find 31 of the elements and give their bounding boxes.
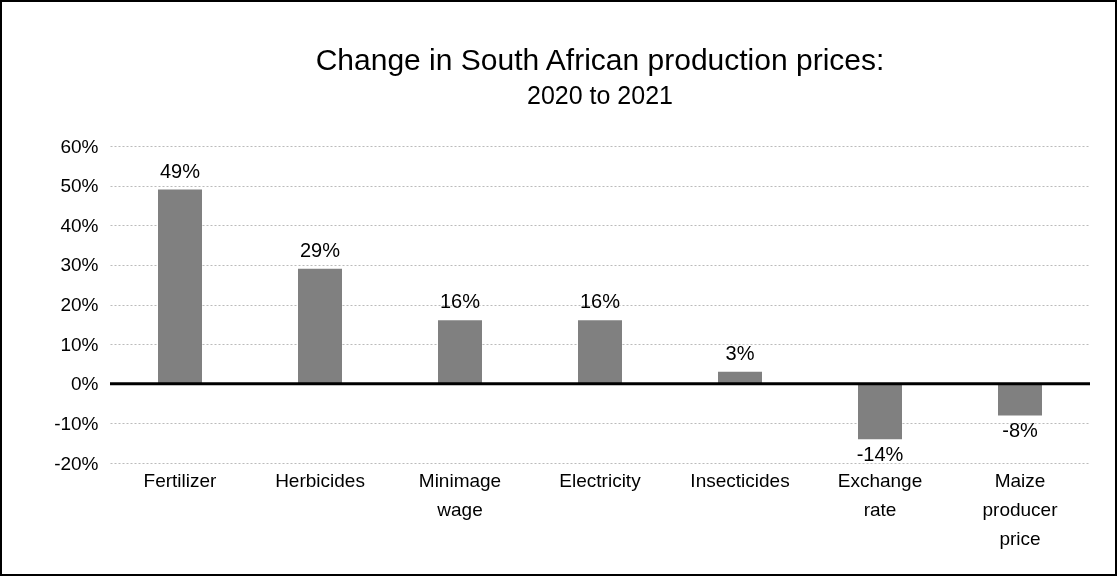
data-label: -14%: [856, 443, 904, 466]
x-tick-label: Insecticides: [690, 469, 790, 491]
chart-subtitle: 2020 to 2021: [527, 81, 673, 109]
chart-title: Change in South African production prices:: [315, 43, 885, 76]
y-tick-label: -20%: [54, 452, 99, 474]
x-tick-label: Fertilizer: [143, 469, 218, 491]
y-tick-label: 10%: [60, 333, 99, 355]
data-label: 49%: [159, 159, 201, 182]
x-tick-label: Electricity: [559, 469, 642, 491]
bar: [298, 268, 342, 384]
bar: [858, 383, 902, 440]
y-tick-label: 40%: [60, 214, 99, 236]
y-tick-label: -10%: [54, 412, 99, 434]
x-tick-label: Herbicides: [275, 469, 365, 491]
y-tick-label: 0%: [71, 373, 99, 395]
y-tick-label: 50%: [60, 175, 99, 197]
y-tick-label: 20%: [60, 294, 99, 315]
bar: [438, 320, 482, 384]
data-label: 29%: [299, 238, 341, 261]
y-tick-label: 60%: [60, 135, 99, 157]
bar: [578, 320, 622, 384]
data-label: 16%: [579, 290, 621, 313]
x-tick-label: Maize producer price: [982, 469, 1059, 549]
y-tick-label: 30%: [60, 254, 99, 276]
bar: [998, 383, 1042, 416]
data-label: -8%: [1002, 419, 1038, 442]
x-tick-label: Minimage wage: [418, 469, 502, 520]
bar: [158, 189, 202, 384]
data-label: 16%: [439, 290, 481, 313]
data-label: 3%: [725, 341, 755, 364]
x-tick-label: Exchange rate: [837, 469, 923, 520]
